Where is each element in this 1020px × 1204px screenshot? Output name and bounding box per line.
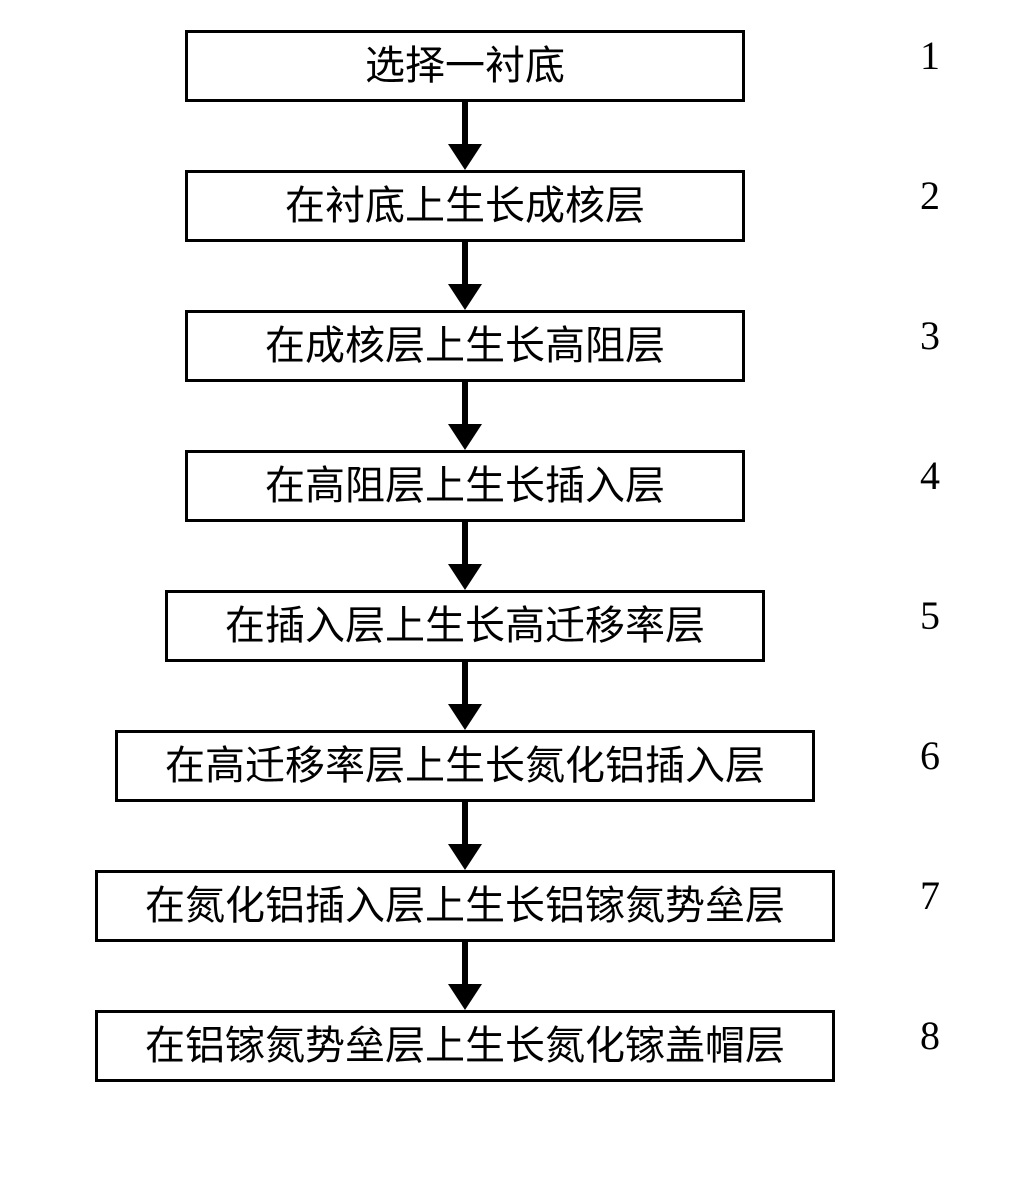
flow-step-row: 在氮化铝插入层上生长铝镓氮势垒层7 bbox=[80, 870, 850, 942]
flow-arrow bbox=[80, 242, 850, 310]
arrow-head-icon bbox=[448, 284, 482, 310]
arrow-head-icon bbox=[448, 424, 482, 450]
arrow-shaft bbox=[462, 802, 468, 844]
flow-step-row: 在铝镓氮势垒层上生长氮化镓盖帽层8 bbox=[80, 1010, 850, 1082]
flow-step-box: 在铝镓氮势垒层上生长氮化镓盖帽层 bbox=[95, 1010, 835, 1082]
arrow-shaft bbox=[462, 522, 468, 564]
flow-step-number: 5 bbox=[920, 592, 940, 639]
flow-step-row: 在高迁移率层上生长氮化铝插入层6 bbox=[80, 730, 850, 802]
arrow-shaft bbox=[462, 942, 468, 984]
arrow-head-icon bbox=[448, 704, 482, 730]
flow-arrow bbox=[80, 522, 850, 590]
flow-step-number: 7 bbox=[920, 872, 940, 919]
flow-arrow bbox=[80, 662, 850, 730]
flow-step-row: 在成核层上生长高阻层3 bbox=[80, 310, 850, 382]
flow-step-number: 1 bbox=[920, 32, 940, 79]
flow-step-box: 在高迁移率层上生长氮化铝插入层 bbox=[115, 730, 815, 802]
flow-step-box: 在成核层上生长高阻层 bbox=[185, 310, 745, 382]
flow-step-text: 在衬底上生长成核层 bbox=[285, 184, 645, 228]
flow-step-row: 在衬底上生长成核层2 bbox=[80, 170, 850, 242]
arrow-head-icon bbox=[448, 844, 482, 870]
arrow-head-icon bbox=[448, 984, 482, 1010]
flow-step-text: 在氮化铝插入层上生长铝镓氮势垒层 bbox=[145, 884, 785, 928]
arrow-head-icon bbox=[448, 144, 482, 170]
flow-step-text: 在高阻层上生长插入层 bbox=[265, 464, 665, 508]
flow-step-number: 4 bbox=[920, 452, 940, 499]
flow-step-row: 选择一衬底1 bbox=[80, 30, 850, 102]
flow-arrow bbox=[80, 942, 850, 1010]
arrow-shaft bbox=[462, 382, 468, 424]
flow-step-number: 6 bbox=[920, 732, 940, 779]
arrow-shaft bbox=[462, 662, 468, 704]
flow-arrow bbox=[80, 102, 850, 170]
flow-step-text: 在高迁移率层上生长氮化铝插入层 bbox=[165, 744, 765, 788]
flow-step-number: 2 bbox=[920, 172, 940, 219]
flow-step-box: 在插入层上生长高迁移率层 bbox=[165, 590, 765, 662]
arrow-shaft bbox=[462, 242, 468, 284]
flow-step-text: 在插入层上生长高迁移率层 bbox=[225, 604, 705, 648]
flowchart-container: 选择一衬底1 在衬底上生长成核层2 在成核层上生长高阻层3 在高阻层上生长插入层4 在插… bbox=[80, 30, 850, 1082]
flow-step-number: 3 bbox=[920, 312, 940, 359]
flow-step-text: 选择一衬底 bbox=[365, 44, 565, 88]
flow-arrow bbox=[80, 382, 850, 450]
flow-arrow bbox=[80, 802, 850, 870]
flow-step-row: 在高阻层上生长插入层4 bbox=[80, 450, 850, 522]
arrow-head-icon bbox=[448, 564, 482, 590]
arrow-shaft bbox=[462, 102, 468, 144]
flow-step-number: 8 bbox=[920, 1012, 940, 1059]
flow-step-text: 在成核层上生长高阻层 bbox=[265, 324, 665, 368]
flow-step-box: 选择一衬底 bbox=[185, 30, 745, 102]
flow-step-text: 在铝镓氮势垒层上生长氮化镓盖帽层 bbox=[145, 1024, 785, 1068]
flow-step-box: 在高阻层上生长插入层 bbox=[185, 450, 745, 522]
flow-step-box: 在衬底上生长成核层 bbox=[185, 170, 745, 242]
flow-step-row: 在插入层上生长高迁移率层5 bbox=[80, 590, 850, 662]
flow-step-box: 在氮化铝插入层上生长铝镓氮势垒层 bbox=[95, 870, 835, 942]
